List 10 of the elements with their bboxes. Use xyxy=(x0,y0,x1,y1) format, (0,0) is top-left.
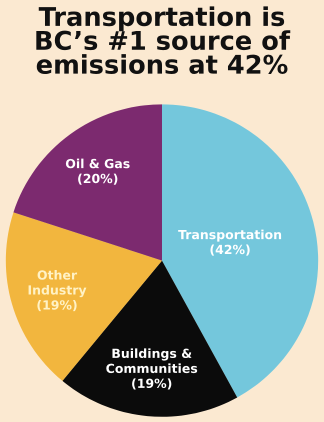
slice-label: Oil & Gas xyxy=(66,158,130,168)
slice-label: Transportation xyxy=(178,230,282,242)
slice-label: Buildings & Communities xyxy=(106,348,198,374)
slice-label: Other Industry xyxy=(28,270,86,298)
data-label: (19%) xyxy=(37,300,77,312)
data-label: (19%) xyxy=(132,378,172,390)
data-label: (20%) xyxy=(78,174,118,185)
chart-title: Transportation is BC’s #1 source of emissions at 42% xyxy=(36,6,290,74)
data-label: (42%) xyxy=(210,244,250,256)
pie-slice xyxy=(13,104,162,261)
